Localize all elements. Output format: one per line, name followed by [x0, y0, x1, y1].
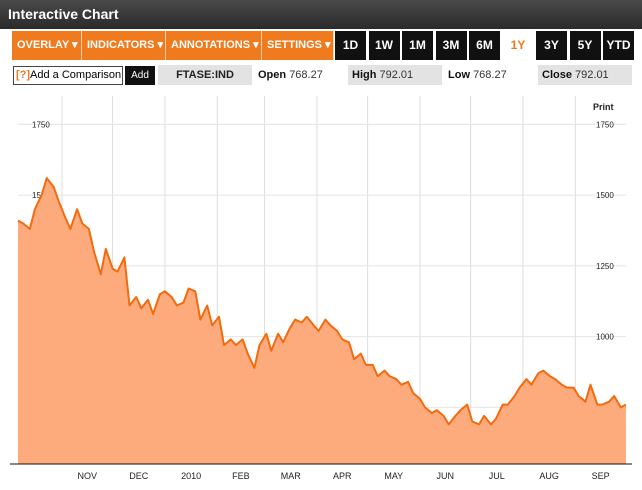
- add-comparison-input[interactable]: [?]Add a Comparison: [13, 66, 123, 85]
- y-tick-label-right: 1000: [596, 333, 614, 342]
- range-button-1y[interactable]: 1Y: [502, 31, 534, 60]
- x-tick-label: 2010: [181, 471, 201, 481]
- x-tick-label: MAR: [281, 471, 302, 481]
- x-tick-label: JUL: [489, 471, 505, 481]
- range-button-1w[interactable]: 1W: [368, 31, 400, 60]
- y-tick-label-right: 1250: [596, 262, 614, 271]
- low-stat: Low 768.27: [444, 65, 536, 85]
- add-comparison-label: Add a Comparison: [30, 69, 122, 81]
- add-comparison-button[interactable]: Add: [125, 66, 155, 85]
- close-label: Close: [542, 69, 572, 81]
- x-tick-label: DEC: [129, 471, 149, 481]
- low-value: 768.27: [473, 69, 507, 81]
- info-bar: [?]Add a Comparison Add FTASE:IND Open 7…: [0, 63, 642, 87]
- y-tick-label-right: 1750: [596, 120, 614, 129]
- ticker-symbol: FTASE:IND: [158, 65, 252, 85]
- range-button-6m[interactable]: 6M: [469, 31, 500, 60]
- range-button-ytd[interactable]: YTD: [603, 31, 634, 60]
- range-button-5y[interactable]: 5Y: [569, 31, 601, 60]
- close-value: 792.01: [575, 69, 609, 81]
- x-tick-label: FEB: [232, 471, 250, 481]
- series-line: [17, 177, 627, 426]
- annotations-menu-button[interactable]: ANNOTATIONS ▾: [166, 31, 262, 60]
- settings-menu-button[interactable]: SETTINGS ▾: [262, 31, 334, 60]
- range-button-1d[interactable]: 1D: [335, 31, 366, 60]
- help-icon[interactable]: [?]: [16, 69, 31, 81]
- range-button-3m[interactable]: 3M: [435, 31, 467, 60]
- y-tick-label-right: 1500: [596, 191, 614, 200]
- x-tick-label: AUG: [539, 471, 559, 481]
- x-tick-label: APR: [333, 471, 352, 481]
- open-stat: Open 768.27: [254, 65, 346, 85]
- high-label: High: [352, 69, 377, 81]
- x-tick-label: JUN: [437, 471, 455, 481]
- overlay-menu-button[interactable]: OVERLAY ▾: [12, 31, 82, 60]
- open-label: Open: [258, 69, 287, 81]
- range-button-3y[interactable]: 3Y: [536, 31, 567, 60]
- price-chart: NOVDEC2010FEBMARAPRMAYJUNJULAUGSEP750750…: [10, 96, 632, 481]
- y-tick-label-left: 1750: [32, 120, 50, 129]
- window-title: Interactive Chart: [0, 0, 642, 29]
- range-button-1m[interactable]: 1M: [402, 31, 433, 60]
- high-stat: High 792.01: [348, 65, 442, 85]
- print-button[interactable]: Print: [593, 102, 614, 112]
- indicators-menu-button[interactable]: INDICATORS ▾: [82, 31, 166, 60]
- low-label: Low: [448, 69, 470, 81]
- open-value: 768.27: [289, 69, 323, 81]
- price-area: [18, 178, 626, 464]
- x-tick-label: MAY: [384, 471, 403, 481]
- x-tick-label: NOV: [77, 471, 97, 481]
- chart-toolbar: OVERLAY ▾ INDICATORS ▾ ANNOTATIONS ▾ SET…: [0, 31, 642, 60]
- close-stat: Close 792.01: [538, 65, 632, 85]
- x-tick-label: SEP: [592, 471, 610, 481]
- high-value: 792.01: [379, 69, 414, 81]
